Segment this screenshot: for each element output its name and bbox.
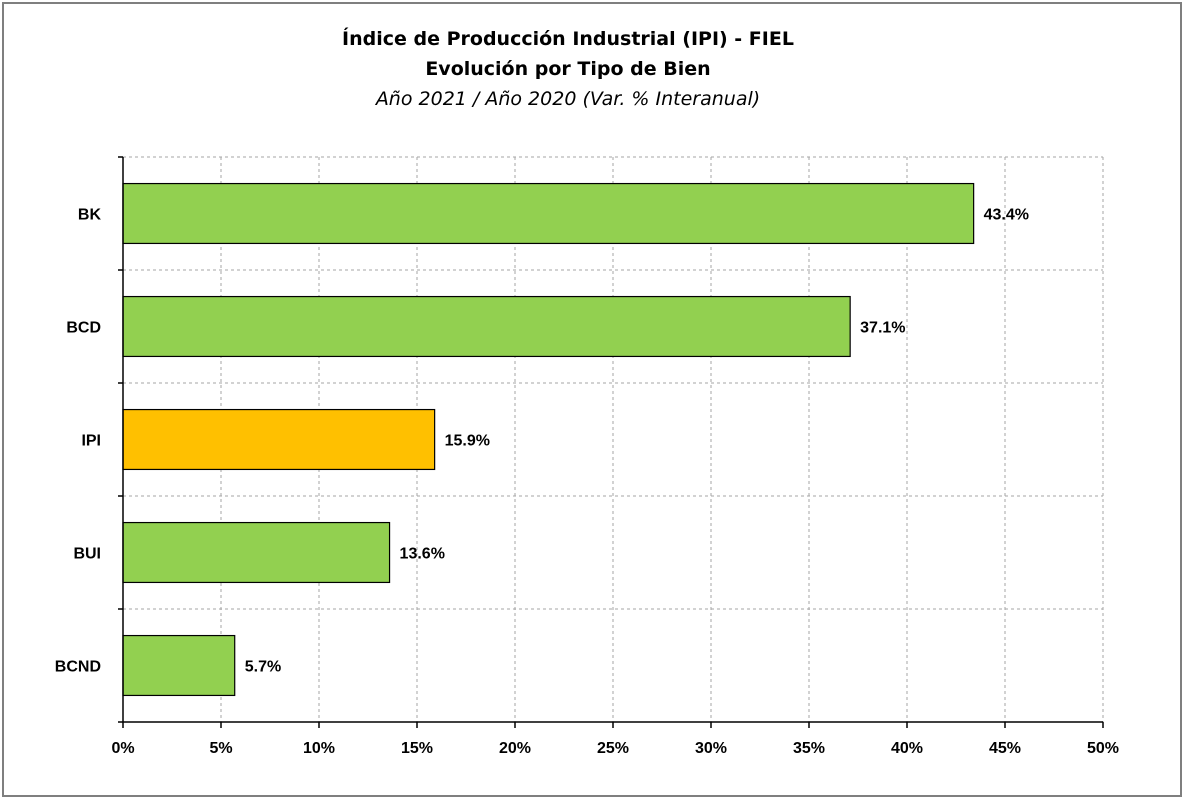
x-tick-label: 50% bbox=[1087, 740, 1119, 757]
category-label-bk: BK bbox=[78, 207, 102, 224]
x-tick-label: 20% bbox=[499, 740, 531, 757]
bar-ipi bbox=[122, 408, 436, 471]
category-label-ipi: IPI bbox=[81, 433, 101, 450]
x-tick-label: 25% bbox=[597, 740, 629, 757]
x-tick-label: 15% bbox=[401, 740, 433, 757]
chart-subtitle: Evolución por Tipo de Bien bbox=[425, 58, 711, 80]
chart-title: Índice de Producción Industrial (IPI) - … bbox=[342, 28, 794, 50]
chart-title-block: Índice de Producción Industrial (IPI) - … bbox=[0, 24, 1136, 114]
category-label-bcnd: BCND bbox=[55, 659, 101, 676]
data-label-bk: 43.4% bbox=[984, 207, 1029, 224]
category-label-bui: BUI bbox=[73, 546, 101, 563]
bar-bk bbox=[122, 182, 975, 245]
category-label-bcd: BCD bbox=[66, 320, 101, 337]
bar-bcd bbox=[122, 295, 851, 358]
data-label-ipi: 15.9% bbox=[445, 433, 490, 450]
x-tick-label: 45% bbox=[989, 740, 1021, 757]
bar-bui bbox=[122, 521, 391, 584]
x-tick-label: 0% bbox=[111, 740, 134, 757]
x-tick-label: 35% bbox=[793, 740, 825, 757]
data-label-bui: 13.6% bbox=[400, 546, 445, 563]
x-tick-label: 10% bbox=[303, 740, 335, 757]
x-tick-label: 30% bbox=[695, 740, 727, 757]
bar-bcnd bbox=[122, 634, 236, 697]
x-tick-label: 40% bbox=[891, 740, 923, 757]
data-label-bcnd: 5.7% bbox=[245, 659, 281, 676]
chart-subtitle-period: Año 2021 / Año 2020 (Var. % Interanual) bbox=[375, 88, 761, 110]
data-label-bcd: 37.1% bbox=[860, 320, 905, 337]
x-tick-label: 5% bbox=[209, 740, 232, 757]
